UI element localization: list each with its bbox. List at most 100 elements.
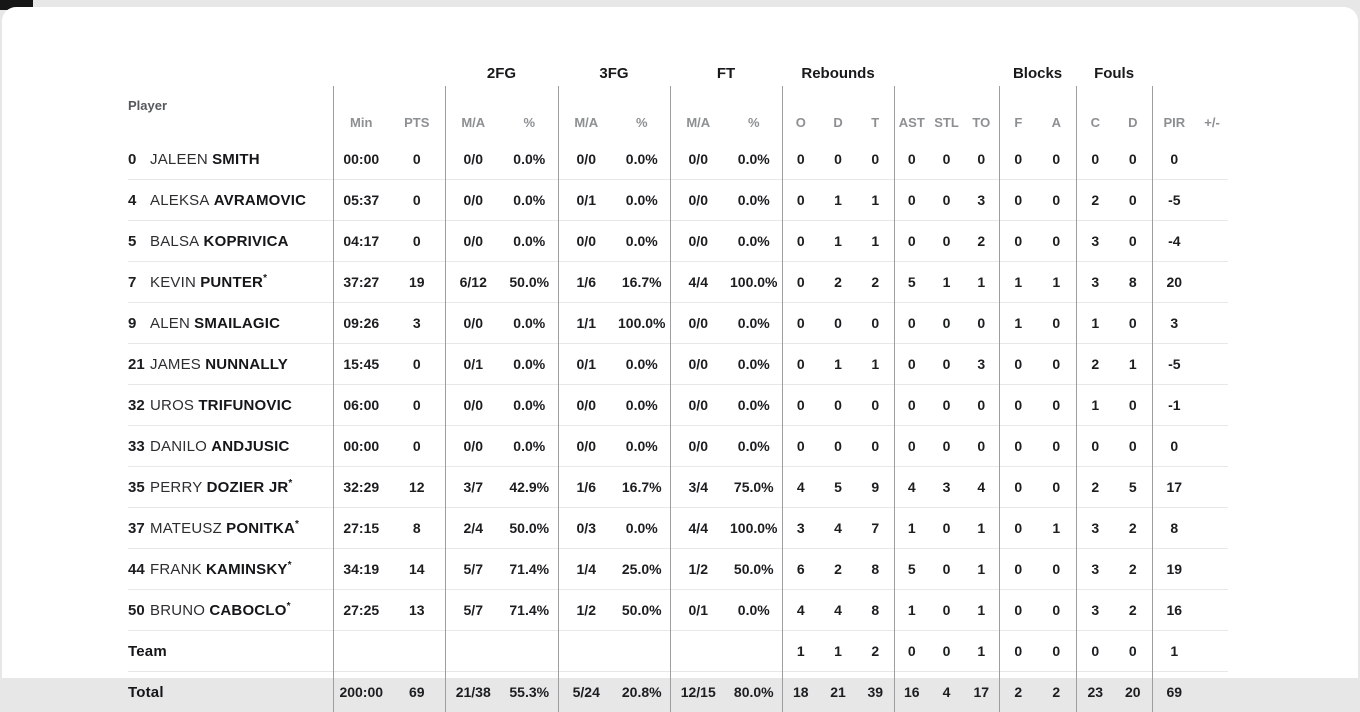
- cell-foul-c: 1: [1076, 303, 1114, 344]
- cell-ast: 0: [894, 180, 929, 221]
- cell-ast: 5: [894, 549, 929, 590]
- cell-blk-f: 0: [999, 508, 1037, 549]
- cell-blk-a: 0: [1037, 139, 1076, 180]
- cell-blk-f: 0: [999, 385, 1037, 426]
- cell-to: 1: [964, 590, 999, 631]
- cell-plusminus: [1196, 426, 1228, 467]
- cell-min: 09:26: [333, 303, 389, 344]
- cell-pts: 3: [389, 303, 445, 344]
- cell-reb-t: 0: [857, 385, 894, 426]
- cell-reb-o: 6: [782, 549, 819, 590]
- cell-2fg-ma: 0/0: [445, 385, 501, 426]
- player-last-name: ANDJUSIC: [211, 438, 289, 455]
- cell-pir: 19: [1152, 549, 1196, 590]
- cell-stl: 0: [929, 631, 964, 672]
- cell-reb-d: 5: [819, 467, 857, 508]
- cell-pts: 8: [389, 508, 445, 549]
- cell-reb-t: 1: [857, 221, 894, 262]
- cell-stl: 0: [929, 385, 964, 426]
- cell-min: 05:37: [333, 180, 389, 221]
- cell-min: 04:17: [333, 221, 389, 262]
- boxscore-card: 2FG 3FG FT Rebounds Blocks Fouls Player …: [2, 7, 1358, 678]
- cell-pir: 20: [1152, 262, 1196, 303]
- cell-stl: 0: [929, 590, 964, 631]
- cell-foul-d: 2: [1114, 590, 1152, 631]
- cell-reb-d: 2: [819, 549, 857, 590]
- boxscore-table: 2FG 3FG FT Rebounds Blocks Fouls Player …: [128, 60, 1228, 712]
- player-last-name: NUNNALLY: [205, 356, 288, 373]
- cell-blk-a: 0: [1037, 180, 1076, 221]
- cell-3fg-pct: 100.0%: [614, 303, 670, 344]
- cell-2fg-pct: 0.0%: [501, 180, 558, 221]
- cell-blk-a: 0: [1037, 467, 1076, 508]
- cell-3fg-pct: 0.0%: [614, 221, 670, 262]
- cell-2fg-pct: 0.0%: [501, 344, 558, 385]
- cell-reb-d: 0: [819, 426, 857, 467]
- cell-stl: 3: [929, 467, 964, 508]
- cell-ft-ma: [670, 631, 726, 672]
- cell-to: 1: [964, 631, 999, 672]
- column-header-blk-f: F: [999, 86, 1037, 139]
- cell-ast: 1: [894, 508, 929, 549]
- cell-reb-o: 0: [782, 262, 819, 303]
- cell-plusminus: [1196, 549, 1228, 590]
- cell-pts: 0: [389, 344, 445, 385]
- player-last-name: AVRAMOVIC: [214, 192, 306, 209]
- player-first-name: BRUNO: [150, 602, 205, 619]
- group-header-ft: FT: [670, 60, 782, 86]
- cell-reb-t: 7: [857, 508, 894, 549]
- cell-2fg-ma: 0/1: [445, 344, 501, 385]
- cell-pts: 0: [389, 385, 445, 426]
- cell-blk-a: 0: [1037, 303, 1076, 344]
- cell-reb-d: 0: [819, 385, 857, 426]
- cell-foul-c: 0: [1076, 631, 1114, 672]
- column-header-stl: STL: [929, 86, 964, 139]
- cell-reb-o: 3: [782, 508, 819, 549]
- player-last-name: KAMINSKY: [206, 561, 288, 578]
- cell-to: 1: [964, 549, 999, 590]
- cell-reb-t: 0: [857, 303, 894, 344]
- cell-3fg-ma: 1/6: [558, 467, 614, 508]
- cell-reb-t: 0: [857, 139, 894, 180]
- column-header-2fg-ma: M/A: [445, 86, 501, 139]
- cell-ft-pct: 0.0%: [726, 303, 782, 344]
- cell-pts: [389, 631, 445, 672]
- cell-stl: 0: [929, 180, 964, 221]
- cell-3fg-ma: 0/3: [558, 508, 614, 549]
- cell-blk-f: 0: [999, 549, 1037, 590]
- cell-pts: 14: [389, 549, 445, 590]
- group-header-rebounds: Rebounds: [782, 60, 894, 86]
- cell-stl: 0: [929, 508, 964, 549]
- cell-3fg-ma: 0/0: [558, 385, 614, 426]
- cell-to: 0: [964, 385, 999, 426]
- cell-foul-c: 2: [1076, 467, 1114, 508]
- cell-plusminus: [1196, 508, 1228, 549]
- cell-pts: 19: [389, 262, 445, 303]
- cell-min: 32:29: [333, 467, 389, 508]
- cell-blk-a: 1: [1037, 508, 1076, 549]
- cell-foul-d: 0: [1114, 303, 1152, 344]
- player-first-name: KEVIN: [150, 274, 196, 291]
- cell-reb-o: 0: [782, 385, 819, 426]
- cell-2fg-ma: 0/0: [445, 139, 501, 180]
- cell-3fg-pct: 16.7%: [614, 262, 670, 303]
- cell-pts: 13: [389, 590, 445, 631]
- cell-reb-t: 2: [857, 262, 894, 303]
- cell-plusminus: [1196, 344, 1228, 385]
- column-header-ft-ma: M/A: [670, 86, 726, 139]
- column-header-reb-t: T: [857, 86, 894, 139]
- cell-to: 0: [964, 426, 999, 467]
- cell-stl: 0: [929, 549, 964, 590]
- cell-2fg-ma: 0/0: [445, 303, 501, 344]
- cell-reb-d: 0: [819, 303, 857, 344]
- cell-min: 37:27: [333, 262, 389, 303]
- player-number: 44: [128, 561, 150, 578]
- column-header-reb-d: D: [819, 86, 857, 139]
- cell-2fg-ma: 5/7: [445, 549, 501, 590]
